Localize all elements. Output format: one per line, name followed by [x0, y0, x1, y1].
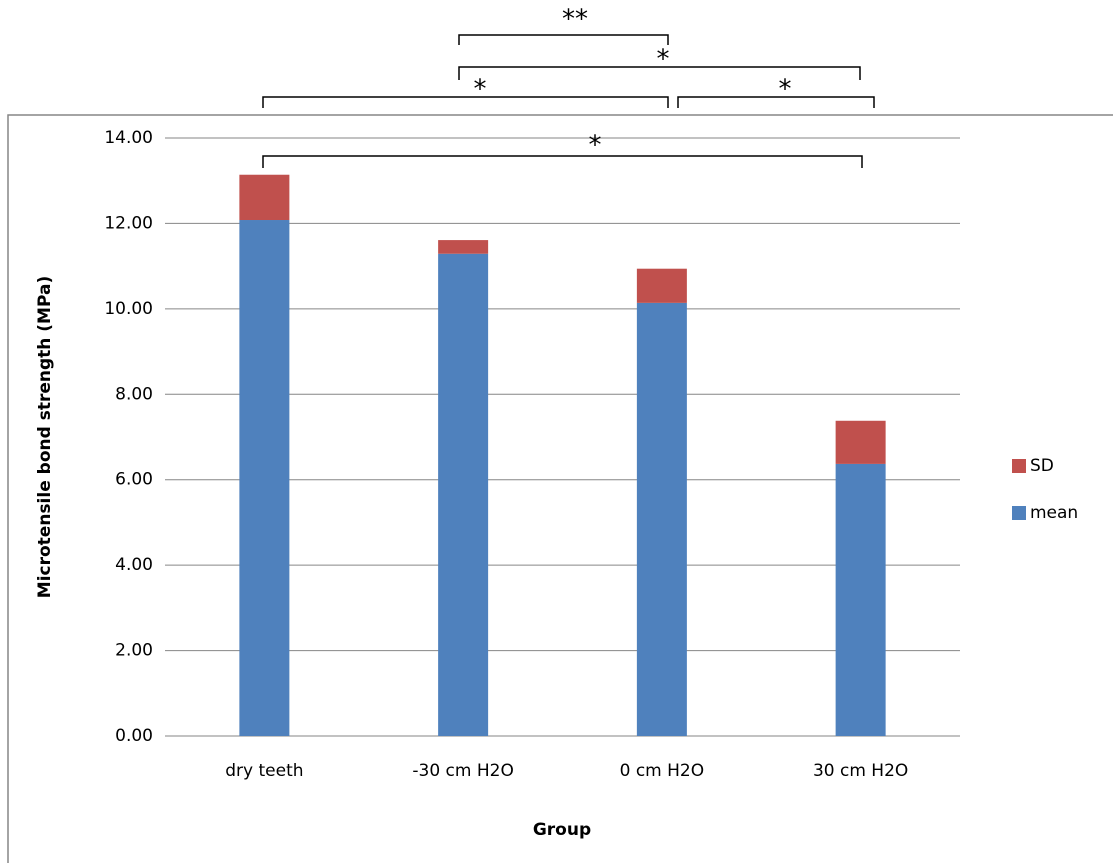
chart: Microtensile bond strength (MPa) Group 0… — [0, 0, 1113, 863]
bar-segment — [836, 464, 886, 736]
y-tick-label: 14.00 — [104, 128, 153, 148]
significance-label: ** — [562, 5, 588, 35]
x-tick-label: dry teeth — [225, 761, 303, 781]
legend-label: SD — [1030, 456, 1054, 476]
x-tick-label: 0 cm H2O — [620, 761, 705, 781]
significance-label: * — [657, 45, 670, 75]
y-tick-label: 0.00 — [115, 726, 153, 746]
y-tick-label: 12.00 — [104, 213, 153, 233]
significance-label: * — [589, 131, 602, 161]
bar-segment — [438, 240, 488, 254]
significance-bracket — [459, 35, 668, 45]
bar-segment — [239, 220, 289, 736]
y-tick-label: 2.00 — [115, 641, 153, 661]
bar-segment — [836, 421, 886, 464]
significance-bracket — [263, 97, 668, 108]
legend-swatch — [1012, 506, 1026, 520]
chart-frame — [8, 115, 1113, 863]
y-tick-label: 6.00 — [115, 470, 153, 490]
x-tick-label: -30 cm H2O — [412, 761, 513, 781]
significance-bracket — [263, 156, 862, 168]
bar-segment — [239, 175, 289, 220]
significance-label: * — [474, 75, 487, 105]
y-tick-label: 10.00 — [104, 299, 153, 319]
y-tick-label: 4.00 — [115, 555, 153, 575]
x-axis-title: Group — [533, 820, 591, 840]
x-tick-label: 30 cm H2O — [813, 761, 908, 781]
significance-label: * — [779, 75, 792, 105]
bar-segment — [438, 254, 488, 736]
y-tick-label: 8.00 — [115, 384, 153, 404]
bar-segment — [637, 303, 687, 736]
legend-label: mean — [1030, 503, 1078, 523]
y-axis-title: Microtensile bond strength (MPa) — [35, 276, 55, 598]
legend-swatch — [1012, 459, 1026, 473]
bar-segment — [637, 269, 687, 303]
significance-bracket — [678, 97, 874, 108]
